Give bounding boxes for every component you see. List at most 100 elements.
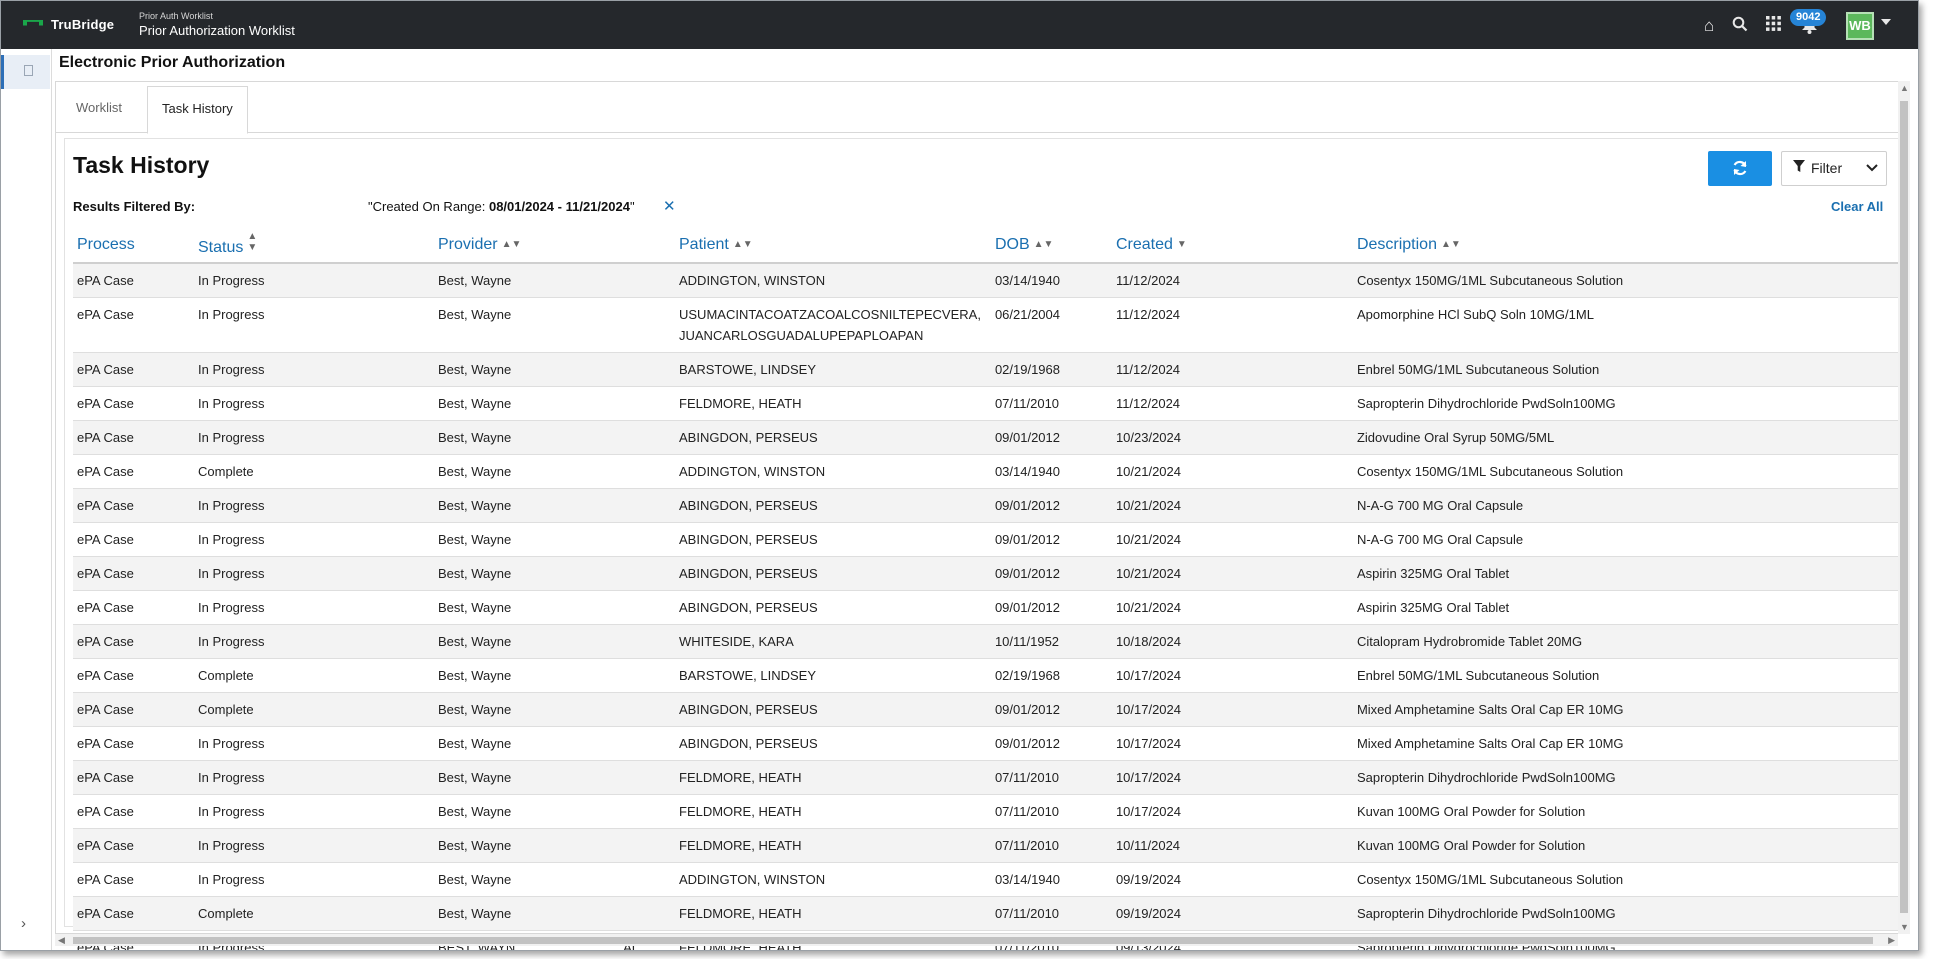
cell-created: 10/17/2024 bbox=[1111, 760, 1353, 795]
cell-patient: FELDMORE, HEATH bbox=[675, 794, 991, 829]
cell-created: 09/19/2024 bbox=[1111, 896, 1353, 931]
column-header-status[interactable]: Status▲ ▼ bbox=[194, 227, 434, 264]
table-row[interactable]: ePA Case Complete Best, Wayne ADDINGTON, WI… bbox=[73, 454, 1900, 489]
table-row[interactable]: ePA Case In Progress Best, Wayne FELDMORE, … bbox=[73, 828, 1900, 863]
cell-description: Sapropterin Dihydrochloride PwdSoln100MG bbox=[1352, 760, 1900, 795]
home-icon[interactable]: ⌂ bbox=[1704, 16, 1715, 35]
column-header-dob[interactable]: DOB ▲▼ bbox=[990, 227, 1112, 264]
cell-dob: 09/01/2012 bbox=[990, 726, 1112, 761]
cell-process: ePA Case bbox=[73, 760, 194, 795]
cell-status: In Progress bbox=[194, 590, 434, 625]
avatar[interactable]: WB bbox=[1846, 12, 1874, 40]
scroll-left-icon[interactable]: ◀ bbox=[58, 935, 65, 945]
cell-dob: 07/11/2010 bbox=[990, 896, 1112, 931]
cell-dob: 07/11/2010 bbox=[990, 386, 1112, 421]
tab-task-history[interactable]: Task History bbox=[147, 86, 248, 134]
cell-dob: 02/19/1968 bbox=[990, 658, 1112, 693]
task-history-table: Process Status▲ ▼ Provider ▲▼ Patient ▲▼ DO… bbox=[73, 227, 1900, 950]
table-row[interactable]: ePA Case In Progress Best, Wayne WHITESIDE,… bbox=[73, 624, 1900, 659]
sort-icon: ▲▼ bbox=[1033, 238, 1054, 250]
table-row[interactable]: ePA Case In Progress Best, Wayne ABINGDON, … bbox=[73, 522, 1900, 557]
cell-status: In Progress bbox=[194, 556, 434, 591]
search-icon[interactable] bbox=[1732, 16, 1748, 37]
cell-process: ePA Case bbox=[73, 828, 194, 863]
vertical-scroll-thumb[interactable] bbox=[1900, 101, 1908, 913]
notification-badge[interactable]: 9042 bbox=[1790, 9, 1827, 26]
table-row[interactable]: ePA Case In Progress Best, Wayne ABINGDON, … bbox=[73, 488, 1900, 523]
horizontal-scroll-thumb[interactable] bbox=[73, 937, 1873, 944]
scroll-up-icon[interactable]: ▲ bbox=[1900, 83, 1909, 93]
cell-dob: 10/11/1952 bbox=[990, 624, 1112, 659]
cell-dob: 09/01/2012 bbox=[990, 420, 1112, 455]
filtered-by-label: Results Filtered By: bbox=[73, 199, 196, 214]
table-row[interactable]: ePA Case In Progress Best, Wayne ADDINGTON,… bbox=[73, 862, 1900, 897]
scroll-down-icon[interactable]: ▼ bbox=[1900, 922, 1909, 932]
cell-provider: Best, Wayne bbox=[434, 794, 675, 829]
cell-process: ePA Case bbox=[73, 488, 194, 523]
horizontal-scrollbar[interactable]: ◀ ▶ bbox=[55, 934, 1898, 946]
cell-status: In Progress bbox=[194, 386, 434, 421]
column-header-created[interactable]: Created ▼ bbox=[1111, 227, 1353, 264]
apps-grid-icon[interactable] bbox=[1766, 16, 1781, 36]
cell-patient: FELDMORE, HEATH bbox=[675, 896, 991, 931]
column-header-patient[interactable]: Patient ▲▼ bbox=[675, 227, 991, 264]
vertical-scrollbar[interactable]: ▲ ▼ bbox=[1898, 81, 1910, 934]
tab-divider bbox=[56, 132, 1907, 133]
cell-status: In Progress bbox=[194, 862, 434, 897]
cell-patient: ABINGDON, PERSEUS bbox=[675, 420, 991, 455]
logo[interactable]: TruBridge bbox=[23, 17, 114, 32]
cell-description: Cosentyx 150MG/1ML Subcutaneous Solution bbox=[1352, 862, 1900, 897]
table-row[interactable]: ePA Case In Progress Best, Wayne FELDMORE, … bbox=[73, 386, 1900, 421]
filter-label: Filter bbox=[1811, 160, 1843, 176]
logo-text: TruBridge bbox=[51, 17, 115, 32]
cell-patient: ABINGDON, PERSEUS bbox=[675, 692, 991, 727]
cell-description: Enbrel 50MG/1ML Subcutaneous Solution bbox=[1352, 352, 1900, 387]
table-row[interactable]: ePA Case In Progress Best, Wayne ABINGDON, … bbox=[73, 556, 1900, 591]
table-row[interactable]: ePA Case In Progress Best, Wayne FELDMORE, … bbox=[73, 794, 1900, 829]
cell-patient: ABINGDON, PERSEUS bbox=[675, 522, 991, 557]
rail-item-worklist[interactable] bbox=[1, 55, 50, 89]
table-row[interactable]: ePA Case In Progress Best, Wayne BARSTOWE, … bbox=[73, 352, 1900, 387]
table-row[interactable]: ePA Case In Progress Best, Wayne ABINGDON, … bbox=[73, 420, 1900, 455]
table-row[interactable]: ePA Case In Progress Best, Wayne ADDINGTON,… bbox=[73, 263, 1900, 298]
cell-provider: Best, Wayne bbox=[434, 828, 675, 863]
column-label: Patient bbox=[679, 235, 729, 253]
cell-provider: Best, Wayne bbox=[434, 896, 675, 931]
cell-provider: Best, Wayne bbox=[434, 454, 675, 489]
refresh-button[interactable] bbox=[1708, 151, 1772, 186]
refresh-icon bbox=[1732, 160, 1748, 180]
card-title: Task History bbox=[73, 152, 210, 178]
caret-down-icon[interactable] bbox=[1881, 19, 1891, 25]
table-row[interactable]: ePA Case In Progress Best, Wayne USUMACINTA… bbox=[73, 297, 1900, 353]
cell-description: Kuvan 100MG Oral Powder for Solution bbox=[1352, 794, 1900, 829]
table-body: ePA Case In Progress Best, Wayne ADDINGTON,… bbox=[73, 263, 1900, 950]
table-row[interactable]: ePA Case In Progress Best, Wayne ABINGDON, … bbox=[73, 590, 1900, 625]
chevron-right-icon[interactable]: › bbox=[21, 915, 26, 932]
column-header-provider[interactable]: Provider ▲▼ bbox=[434, 227, 675, 264]
cell-patient: ADDINGTON, WINSTON bbox=[675, 862, 991, 897]
table-row[interactable]: ePA Case Complete Best, Wayne BARSTOWE, LIN… bbox=[73, 658, 1900, 693]
table-row[interactable]: ePA Case Complete Best, Wayne FELDMORE, HEA… bbox=[73, 896, 1900, 931]
tab-worklist[interactable]: Worklist bbox=[76, 100, 122, 115]
cell-status: Complete bbox=[194, 454, 434, 489]
clear-all-link[interactable]: Clear All bbox=[1831, 199, 1884, 214]
cell-created: 11/12/2024 bbox=[1111, 386, 1353, 421]
cell-provider: Best, Wayne bbox=[434, 386, 675, 421]
remove-filter-icon[interactable]: ✕ bbox=[663, 198, 676, 215]
column-header-process[interactable]: Process bbox=[73, 227, 194, 264]
filter-button[interactable]: Filter bbox=[1781, 151, 1887, 186]
cell-provider: Best, Wayne bbox=[434, 590, 675, 625]
cell-created: 10/17/2024 bbox=[1111, 658, 1353, 693]
cell-dob: 09/01/2012 bbox=[990, 692, 1112, 727]
cell-created: 10/17/2024 bbox=[1111, 692, 1353, 727]
table-row[interactable]: ePA Case Complete Best, Wayne ABINGDON, PER… bbox=[73, 692, 1900, 727]
cell-provider: Best, Wayne bbox=[434, 488, 675, 523]
cell-created: 09/19/2024 bbox=[1111, 862, 1353, 897]
scroll-right-icon[interactable]: ▶ bbox=[1888, 935, 1895, 945]
cell-provider: Best, Wayne bbox=[434, 420, 675, 455]
table-row[interactable]: ePA Case In Progress Best, Wayne ABINGDON, … bbox=[73, 726, 1900, 761]
table-row[interactable]: ePA Case In Progress Best, Wayne FELDMORE, … bbox=[73, 760, 1900, 795]
column-header-description[interactable]: Description ▲▼ bbox=[1352, 227, 1900, 264]
cell-process: ePA Case bbox=[73, 386, 194, 421]
cell-process: ePA Case bbox=[73, 590, 194, 625]
